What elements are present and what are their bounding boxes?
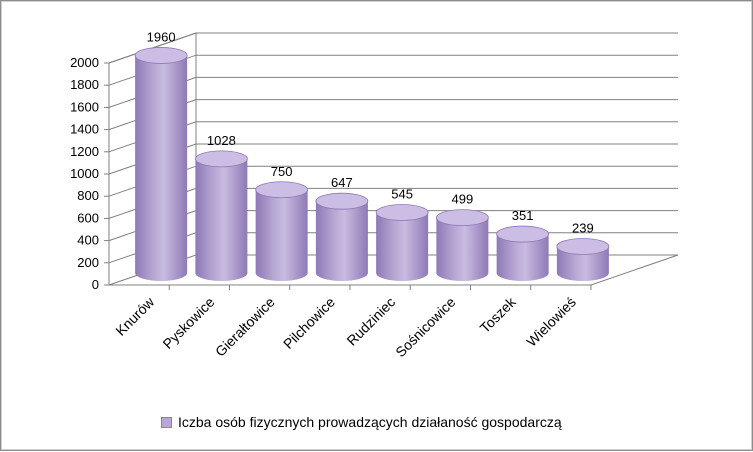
legend: Iczba osób fizycznych prowadzących dział…: [161, 412, 562, 432]
data-label: 1960: [147, 29, 176, 44]
bar-top-6: [435, 209, 489, 227]
data-label: 239: [572, 220, 594, 235]
legend-label: Iczba osób fizycznych prowadzących dział…: [178, 414, 562, 430]
data-label: 351: [512, 208, 534, 223]
category-label: Wielowieś: [523, 294, 579, 350]
bar-top-8: [556, 238, 610, 255]
bar-7: [496, 234, 549, 281]
y-tick-label: 1200: [70, 144, 99, 159]
data-label: 545: [391, 187, 413, 202]
bar-top-5: [375, 204, 429, 221]
y-tick-label: 400: [77, 233, 99, 248]
gridline: [108, 99, 678, 131]
gridline: [108, 143, 678, 175]
bar-6: [436, 217, 489, 281]
bar-top-7: [496, 225, 550, 243]
category-label: Rudziniec: [343, 294, 398, 349]
y-tick-label: 0: [92, 277, 99, 292]
y-tick-label: 1400: [70, 122, 99, 137]
y-tick-label: 200: [77, 255, 99, 270]
bar-1: [135, 55, 188, 281]
category-label: Sośnicowice: [392, 294, 458, 360]
data-label: 499: [452, 192, 474, 207]
category-label: Pilchowice: [280, 294, 338, 352]
category-label: Toszek: [477, 293, 520, 336]
y-tick-label: 1800: [70, 77, 99, 92]
y-tick-label: 800: [77, 188, 99, 203]
bar-top-4: [315, 192, 369, 210]
bar-5: [376, 212, 429, 281]
category-label: Knurów: [112, 293, 158, 339]
y-tick-label: 600: [77, 210, 99, 225]
bar-top-1: [134, 47, 188, 64]
bar-3: [255, 189, 308, 281]
legend-swatch: [161, 416, 172, 428]
data-label: 750: [271, 164, 293, 179]
bar-4: [315, 201, 368, 281]
category-label: Gierałtowice: [212, 294, 278, 360]
gridline: [108, 76, 678, 108]
bar-top-3: [255, 181, 309, 199]
data-label: 1028: [207, 133, 236, 148]
gridline: [108, 121, 678, 153]
bar-2: [195, 158, 248, 281]
gridline: [108, 32, 678, 64]
category-label: Pyskowice: [159, 294, 217, 352]
bar-8: [556, 246, 609, 281]
bar-top-2: [194, 150, 248, 168]
gridline: [108, 54, 678, 86]
y-tick-label: 2000: [70, 55, 99, 70]
y-tick-label: 1000: [70, 166, 99, 181]
y-tick-label: 1600: [70, 99, 99, 114]
data-label: 647: [331, 175, 353, 190]
